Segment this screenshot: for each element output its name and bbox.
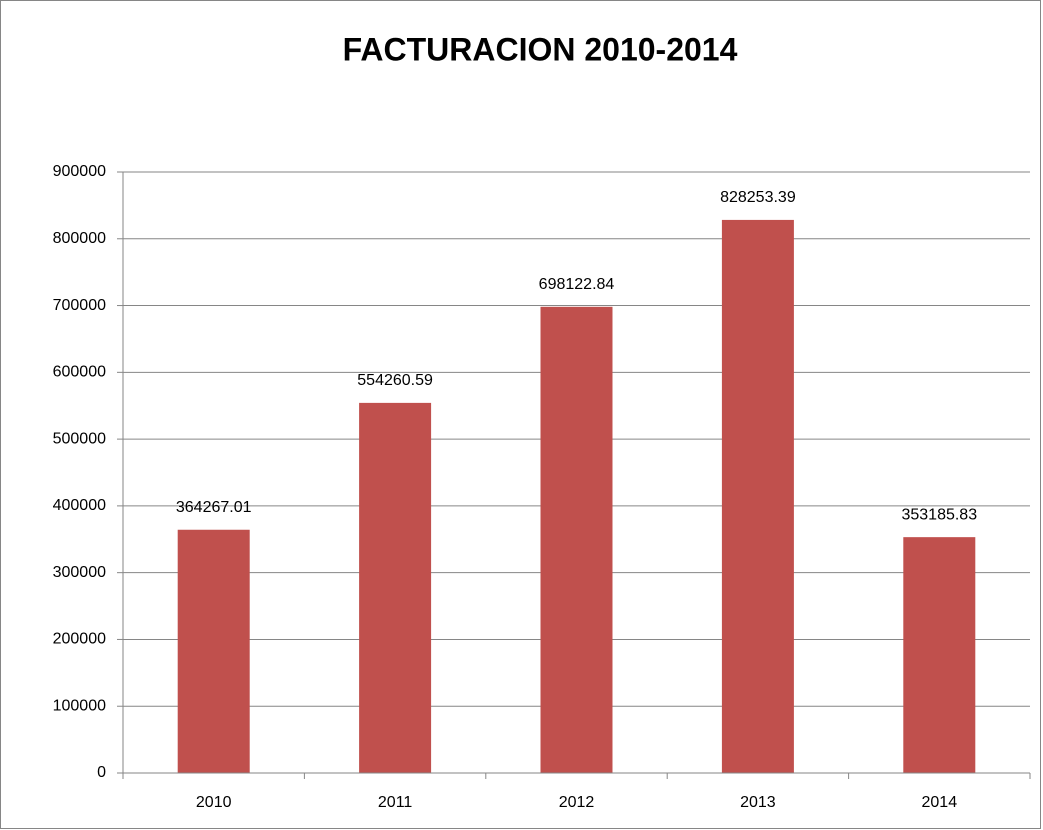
x-tick-label: 2010: [196, 794, 232, 811]
x-tick-label: 2011: [378, 794, 413, 811]
chart-title: FACTURACION 2010-2014: [343, 31, 738, 67]
y-tick-label: 100000: [53, 697, 106, 714]
bar: [903, 537, 976, 773]
x-tick-label: 2014: [922, 794, 958, 811]
bar: [359, 402, 432, 773]
y-tick-label: 600000: [53, 364, 106, 381]
bar: [177, 529, 250, 773]
y-tick-label: 800000: [53, 230, 106, 247]
y-tick-label: 200000: [53, 631, 106, 648]
y-tick-label: 300000: [53, 564, 106, 581]
y-tick-label: 400000: [53, 497, 106, 514]
y-tick-label: 0: [97, 764, 106, 781]
y-tick-label: 700000: [53, 297, 106, 314]
data-label: 698122.84: [539, 276, 615, 293]
data-label: 828253.39: [720, 189, 796, 206]
x-tick-label: 2012: [559, 794, 595, 811]
y-tick-label: 500000: [53, 430, 106, 447]
data-label: 364267.01: [176, 499, 252, 516]
data-label: 554260.59: [357, 372, 433, 389]
x-tick-label: 2013: [740, 794, 776, 811]
bar: [721, 219, 794, 774]
data-label: 353185.83: [901, 506, 977, 523]
bar: [540, 306, 613, 773]
y-tick-label: 900000: [53, 163, 106, 180]
